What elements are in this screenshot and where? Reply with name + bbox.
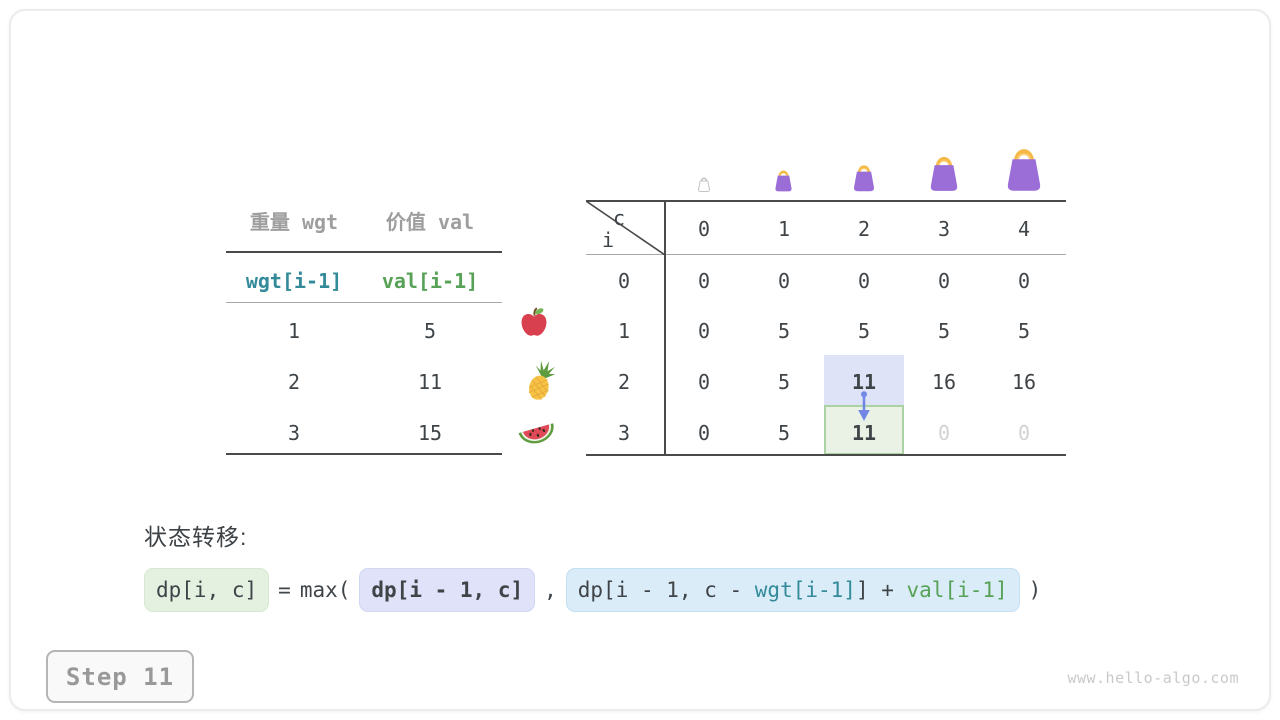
watermark: www.hello-algo.com xyxy=(1067,669,1239,687)
items-table-header-line xyxy=(226,251,502,253)
dp-cell-2-2-source: 11 xyxy=(851,370,877,394)
dp-table-top-line xyxy=(586,200,1066,202)
dp-cell-3-1: 5 xyxy=(777,421,791,445)
diagram-card: 重量 wgt 价值 val wgt[i-1] val[i-1] 1 5 2 11… xyxy=(9,9,1271,711)
transition-arrow-icon xyxy=(858,391,870,421)
item-2-value: 11 xyxy=(417,370,443,394)
dp-cell-1-0: 0 xyxy=(697,319,711,343)
apple-icon xyxy=(521,307,547,336)
formula-arg2: dp[i - 1, c - wgt[i-1]] + val[i-1] xyxy=(565,568,1020,612)
dp-corner-row-var: i xyxy=(601,228,615,252)
item-1-value: 5 xyxy=(423,319,437,343)
items-header-weight: 重量 wgt xyxy=(249,210,339,234)
dp-table-header-line xyxy=(586,254,1066,255)
formula-arg2-val: val[i-1] xyxy=(906,578,1008,602)
dp-col-header-3: 3 xyxy=(937,217,951,241)
dp-cell-0-4: 0 xyxy=(1017,269,1031,293)
bag-xlarge-icon xyxy=(1003,142,1045,192)
formula-arg1: dp[i - 1, c] xyxy=(359,568,536,612)
item-3-value: 15 xyxy=(417,421,443,445)
formula-close-paren: ) xyxy=(1028,578,1042,602)
dp-cell-1-3: 5 xyxy=(937,319,951,343)
items-var-val: val[i-1] xyxy=(381,269,479,293)
transition-formula: dp[i, c] = max( dp[i - 1, c] , dp[i - 1,… xyxy=(144,568,1041,612)
items-table-bottom-line xyxy=(226,453,502,455)
watermelon-icon xyxy=(518,423,554,444)
bag-empty-icon xyxy=(697,175,711,192)
dp-cell-2-4: 16 xyxy=(1011,370,1037,394)
items-header-value: 价值 val xyxy=(385,210,475,234)
formula-arg2-prefix: dp[i - 1, c - xyxy=(577,578,755,602)
step-badge: Step 11 xyxy=(46,650,194,703)
bag-medium-icon xyxy=(851,161,877,192)
dp-row-label-0: 0 xyxy=(617,269,631,293)
formula-arg2-mid: ] + xyxy=(855,578,907,602)
item-3-weight: 3 xyxy=(287,421,301,445)
pineapple-icon xyxy=(528,360,556,400)
dp-cell-2-3: 16 xyxy=(931,370,957,394)
items-table-subheader-line xyxy=(226,302,502,303)
dp-cell-2-1: 5 xyxy=(777,370,791,394)
dp-cell-3-2-target: 11 xyxy=(851,421,877,445)
dp-cell-3-3: 0 xyxy=(937,421,951,445)
dp-cell-3-0: 0 xyxy=(697,421,711,445)
dp-cell-0-0: 0 xyxy=(697,269,711,293)
dp-corner-diagonal xyxy=(586,201,665,255)
bag-large-icon xyxy=(927,151,961,192)
dp-cell-2-0: 0 xyxy=(697,370,711,394)
dp-table-bottom-line xyxy=(586,454,1066,456)
dp-cell-1-1: 5 xyxy=(777,319,791,343)
dp-cell-3-4: 0 xyxy=(1017,421,1031,445)
bag-small-icon xyxy=(773,167,794,192)
formula-max-open: max( xyxy=(299,578,351,602)
dp-col-header-4: 4 xyxy=(1017,217,1031,241)
dp-table-vertical-line xyxy=(664,200,666,456)
transition-title: 状态转移: xyxy=(144,524,248,550)
dp-col-header-0: 0 xyxy=(697,217,711,241)
dp-cell-1-2: 5 xyxy=(857,319,871,343)
dp-row-label-2: 2 xyxy=(617,370,631,394)
formula-equals: = xyxy=(278,578,291,602)
item-1-weight: 1 xyxy=(287,319,301,343)
item-2-weight: 2 xyxy=(287,370,301,394)
dp-cell-0-3: 0 xyxy=(937,269,951,293)
dp-row-label-3: 3 xyxy=(617,421,631,445)
dp-corner-col-var: c xyxy=(612,206,626,230)
dp-col-header-2: 2 xyxy=(857,217,871,241)
formula-lhs: dp[i, c] xyxy=(144,568,270,612)
dp-col-header-1: 1 xyxy=(777,217,791,241)
dp-row-label-1: 1 xyxy=(617,319,631,343)
dp-cell-0-2: 0 xyxy=(857,269,871,293)
dp-cell-1-4: 5 xyxy=(1017,319,1031,343)
formula-arg2-wgt: wgt[i-1] xyxy=(754,578,856,602)
dp-cell-0-1: 0 xyxy=(777,269,791,293)
formula-comma: , xyxy=(544,578,557,602)
items-var-wgt: wgt[i-1] xyxy=(245,269,343,293)
